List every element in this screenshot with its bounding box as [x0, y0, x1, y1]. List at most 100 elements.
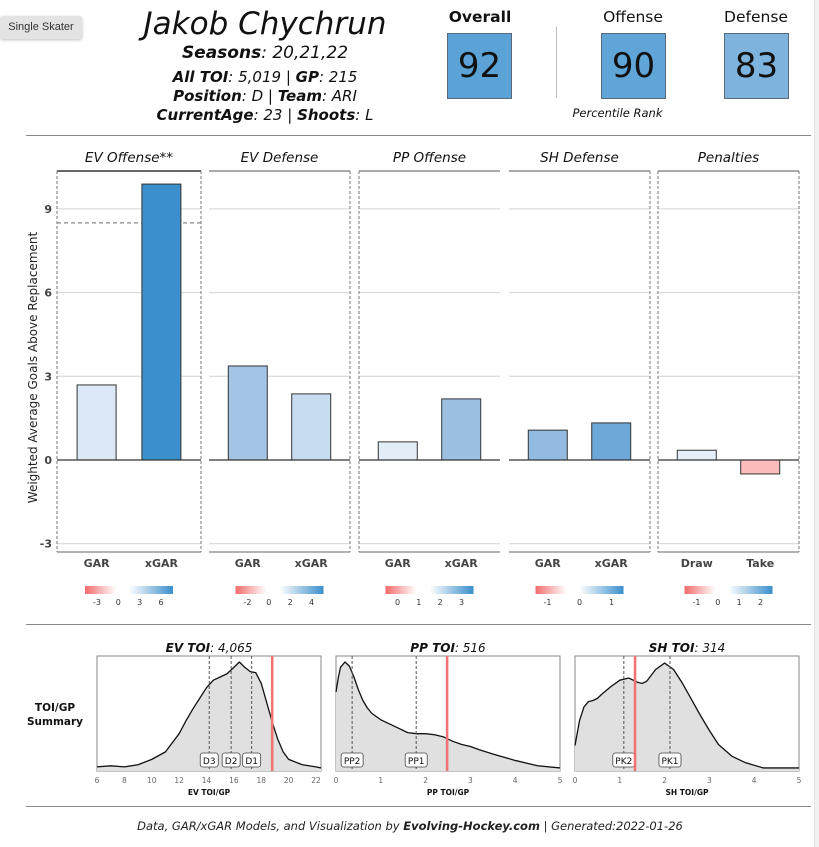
seasons-label: Seasons	[181, 43, 262, 63]
x-tick-label: GAR	[84, 557, 111, 570]
legend-tick: 0	[266, 598, 271, 607]
legend-tick: 2	[758, 598, 763, 607]
x-tick-label: 0	[334, 776, 339, 785]
panel-title: EV Offense**	[85, 150, 173, 166]
bar-gar	[527, 429, 568, 461]
x-tick-label: 16	[229, 776, 239, 785]
scrollbar[interactable]	[814, 0, 819, 847]
legend-tick: 0	[116, 598, 121, 607]
x-tick-label: GAR	[235, 557, 262, 570]
legend-tick: 2	[438, 598, 443, 607]
player-name: Jakob Chychrun	[143, 6, 387, 42]
legend-tick: -2	[244, 598, 252, 607]
toi-title-label: EV TOI	[166, 641, 211, 655]
legend-tick: 3	[459, 598, 464, 607]
density-area	[575, 663, 799, 771]
x-tick-label: xGAR	[145, 557, 179, 570]
marker-label-box	[340, 752, 364, 768]
density-area	[336, 662, 560, 771]
defense-label: Defense	[724, 8, 788, 26]
panel-title: PP Offense	[393, 150, 466, 166]
legend-tick: 0	[395, 598, 400, 607]
toi-panel-title: SH TOI: 314	[649, 641, 725, 655]
bar-xgar	[291, 393, 332, 461]
footer-credit: Data, GAR/xGAR Models, and Visualization…	[100, 819, 720, 833]
x-axis-label: EV TOI/GP	[188, 788, 231, 797]
x-axis-label: PP TOI/GP	[427, 788, 470, 797]
row-label: TOI/GP	[35, 702, 75, 714]
x-tick-label: 5	[558, 776, 563, 785]
panel-title: EV Defense	[241, 150, 319, 166]
marker-label-box	[199, 752, 219, 768]
marker-label-pk2: PK2	[615, 757, 632, 767]
defense-percentile-box: 83	[724, 33, 789, 99]
x-tick-label: xGAR	[595, 557, 629, 570]
marker-label-d2: D2	[225, 757, 238, 767]
color-legend-bar	[385, 586, 474, 594]
color-legend-bar	[535, 586, 624, 594]
legend-tick: 6	[158, 598, 163, 607]
percentile-divider	[556, 27, 557, 98]
bar-draw	[676, 449, 717, 461]
toi-title-label: SH TOI	[649, 641, 695, 655]
position-label: Position	[173, 87, 242, 105]
density-curve	[574, 662, 799, 769]
legend-tick: 3	[137, 598, 142, 607]
toi-gp-line: All TOI: 5,019 | GP: 215	[100, 68, 430, 87]
all-toi-value: : 5,019 |	[228, 68, 296, 86]
x-tick-label: 14	[202, 776, 212, 785]
gp-label: GP	[295, 68, 319, 86]
team-value: : ARI	[321, 87, 357, 105]
color-legend-bar	[235, 586, 324, 594]
x-tick-label: 8	[122, 776, 127, 785]
legend-tick: 0	[715, 598, 720, 607]
y-tick-label: 9	[44, 203, 52, 216]
bar-take	[740, 459, 781, 475]
legend-tick: -1	[693, 598, 701, 607]
y-tick-label: -3	[40, 538, 52, 551]
offense-percentile-box: 90	[601, 33, 666, 99]
divider-top	[26, 135, 811, 136]
x-tick-label: 4	[513, 776, 518, 785]
density-curve	[96, 661, 322, 769]
all-toi-label: All TOI	[172, 68, 229, 86]
x-tick-label: GAR	[385, 557, 412, 570]
bar-xgar	[141, 183, 182, 461]
age-label: CurrentAge	[156, 106, 254, 124]
density-curve	[335, 661, 561, 769]
single-skater-button[interactable]: Single Skater	[0, 16, 82, 39]
y-tick-label: 0	[44, 454, 52, 467]
x-tick-label: GAR	[535, 557, 562, 570]
offense-label: Offense	[603, 8, 663, 26]
color-legend-bar	[85, 586, 173, 594]
marker-label-box	[658, 752, 682, 768]
gp-value: : 215	[318, 68, 358, 86]
x-tick-label: 12	[174, 776, 184, 785]
toi-panel-title: PP TOI: 516	[410, 641, 486, 655]
x-tick-label: Draw	[681, 557, 713, 570]
marker-label-pp2: PP2	[344, 757, 361, 767]
toi-title-value: : 4,065	[210, 641, 252, 655]
position-team-line: Position: D | Team: ARI	[100, 87, 430, 106]
x-tick-label: 1	[617, 776, 622, 785]
legend-tick: -3	[93, 598, 101, 607]
marker-label-pk1: PK1	[661, 757, 678, 767]
x-tick-label: 5	[797, 776, 802, 785]
x-tick-label: 2	[662, 776, 667, 785]
x-tick-label: xGAR	[295, 557, 329, 570]
x-tick-label: 10	[147, 776, 157, 785]
overall-label: Overall	[448, 8, 512, 26]
divider-bottom	[26, 806, 811, 807]
x-tick-label: 1	[378, 776, 383, 785]
seasons-value: : 20,21,22	[261, 43, 349, 63]
footer-prefix: Data, GAR/xGAR Models, and Visualization…	[137, 819, 404, 833]
bar-gar	[377, 441, 418, 461]
marker-label-pp1: PP1	[408, 757, 425, 767]
bar-gar	[227, 365, 268, 461]
age-shoots-line: CurrentAge: 23 | Shoots: L	[100, 106, 430, 125]
x-tick-label: 20	[284, 776, 294, 785]
x-tick-label: 2	[423, 776, 428, 785]
legend-tick: 1	[609, 598, 614, 607]
y-tick-label: 6	[44, 287, 52, 300]
